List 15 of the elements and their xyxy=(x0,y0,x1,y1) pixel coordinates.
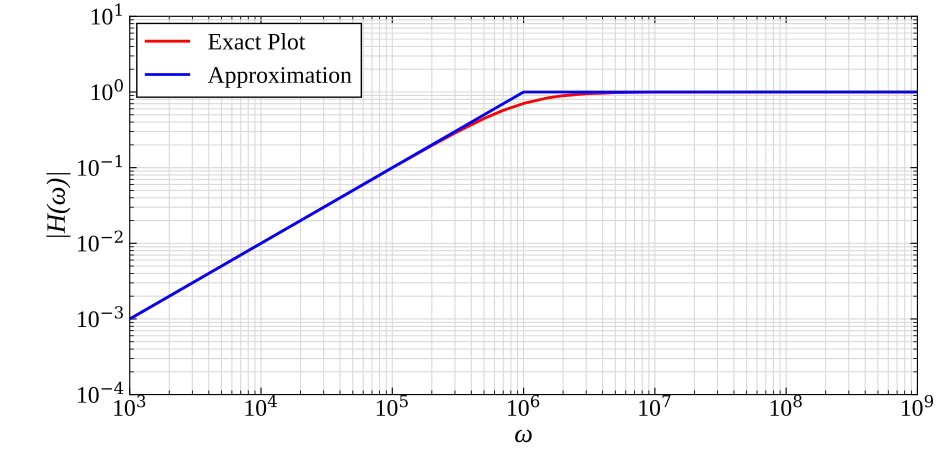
y-tick-label: 10$^{1}$ xyxy=(92,4,122,25)
x-axis-title: ω xyxy=(515,430,532,442)
y-tick-label: 10$^{−2}$ xyxy=(78,230,123,252)
x-tick-label: 10$^{6}$ xyxy=(508,394,540,416)
y-tick-label: 10$^{0}$ xyxy=(92,79,123,100)
x-tick-label: 10$^{8}$ xyxy=(770,394,802,416)
y-axis-title: |H(ω)| xyxy=(46,173,70,237)
x-tick-label: 10$^{9}$ xyxy=(902,394,934,416)
x-tick-label: 10$^{5}$ xyxy=(376,395,408,416)
y-tick-label: 10$^{−3}$ xyxy=(78,306,123,328)
y-tick-label: 10$^{−1}$ xyxy=(78,154,122,176)
legend-label: Approximation xyxy=(208,67,352,88)
x-tick-label: 10$^{4}$ xyxy=(245,394,277,416)
x-tick-label: 10$^{7}$ xyxy=(639,395,670,416)
legend-label: Exact Plot xyxy=(208,33,306,50)
